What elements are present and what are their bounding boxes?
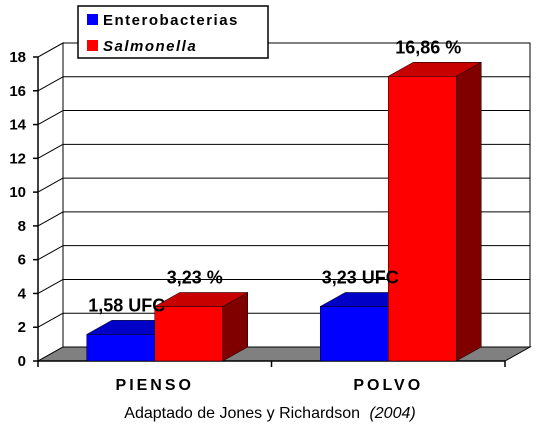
y-axis-ticks: 0 2 4 6 8 10 12 14 16 18 xyxy=(9,49,38,370)
y-tick-label: 0 xyxy=(18,353,26,370)
y-tick-label: 16 xyxy=(9,83,26,100)
caption: Adaptado de Jones y Richardson (2004) xyxy=(124,405,415,422)
y-tick-label: 18 xyxy=(9,49,26,66)
y-tick-label: 2 xyxy=(18,319,26,336)
caption-year: (2004) xyxy=(369,405,415,422)
bar-top-salmonella xyxy=(387,62,483,77)
legend-label-enterobacterias: Enterobacterias xyxy=(103,12,239,29)
legend: Enterobacterias Salmonella xyxy=(77,5,269,59)
category-label: PIENSO xyxy=(116,377,194,394)
plot-side-wall xyxy=(37,42,64,362)
y-tick-label: 4 xyxy=(18,285,27,302)
legend-swatch-enterobacterias xyxy=(87,14,98,25)
category-label: POLVO xyxy=(353,377,423,394)
y-tick-label: 14 xyxy=(9,117,26,134)
y-tick-label: 8 xyxy=(18,218,26,235)
gridline-side xyxy=(37,42,64,58)
gridline-side xyxy=(37,279,64,294)
bars xyxy=(85,61,483,362)
y-tick-label: 12 xyxy=(9,150,26,167)
gridline-side xyxy=(37,245,64,261)
gridline-side xyxy=(37,110,64,125)
bar-side-salmonella xyxy=(456,61,482,362)
legend-box xyxy=(77,5,269,59)
y-tick-label: 10 xyxy=(9,184,26,201)
category-labels: PIENSO POLVO xyxy=(116,377,423,394)
data-labels: 1,58 UFC 3,23 UFC 3,23 % 16,86 % xyxy=(88,37,461,315)
data-label: 16,86 % xyxy=(395,37,461,57)
bar-salmonella xyxy=(154,306,223,362)
bar-top-salmonella xyxy=(153,292,249,307)
data-label: 1,58 UFC xyxy=(88,295,165,315)
gridline-side xyxy=(37,312,64,328)
caption-main: Adaptado de Jones y Richardson xyxy=(124,405,360,422)
y-tick-label: 6 xyxy=(18,252,26,269)
gridline-side xyxy=(37,76,64,92)
legend-swatch-salmonella xyxy=(87,40,98,51)
legend-label-salmonella: Salmonella xyxy=(103,38,197,55)
x-axis xyxy=(37,360,506,367)
bar-salmonella xyxy=(388,76,457,362)
gridline-side xyxy=(37,177,64,193)
data-label: 3,23 UFC xyxy=(322,267,399,287)
bar-enterobacterias xyxy=(320,306,389,362)
gridline-side xyxy=(37,211,64,227)
bar-enterobacterias xyxy=(86,334,155,362)
data-label: 3,23 % xyxy=(167,267,223,287)
gridline-side xyxy=(37,143,64,159)
